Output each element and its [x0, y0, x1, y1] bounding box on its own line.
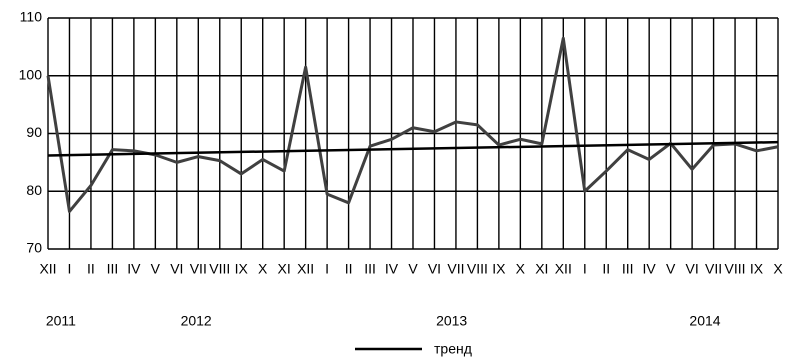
- x-tick-label: I: [68, 261, 72, 277]
- year-label: 2014: [689, 313, 720, 329]
- x-tick-label: X: [516, 261, 526, 277]
- x-tick-label: XI: [535, 261, 548, 277]
- x-tick-label: I: [325, 261, 329, 277]
- y-tick-label: 90: [26, 124, 42, 140]
- x-tick-label: V: [151, 261, 161, 277]
- x-tick-label: I: [583, 261, 587, 277]
- y-tick-label: 70: [26, 240, 42, 256]
- x-tick-label: IV: [385, 261, 399, 277]
- x-tick-label: V: [666, 261, 676, 277]
- x-tick-label: VIII: [209, 261, 230, 277]
- x-tick-label: X: [773, 261, 783, 277]
- legend-label: тренд: [434, 341, 472, 357]
- x-tick-label: IX: [492, 261, 506, 277]
- y-tick-label: 110: [20, 9, 43, 25]
- x-tick-label: III: [364, 261, 376, 277]
- x-tick-label: VIII: [725, 261, 746, 277]
- x-tick-label: II: [602, 261, 610, 277]
- x-tick-label: VIII: [467, 261, 488, 277]
- x-tick-label: VI: [686, 261, 699, 277]
- x-tick-label: II: [345, 261, 353, 277]
- x-tick-label: IV: [643, 261, 657, 277]
- year-label: 2012: [181, 313, 212, 329]
- x-tick-label: VII: [705, 261, 722, 277]
- x-tick-label: XII: [297, 261, 314, 277]
- x-tick-label: X: [258, 261, 268, 277]
- year-label: 2013: [436, 313, 467, 329]
- x-tick-label: III: [107, 261, 119, 277]
- year-label: 2011: [46, 313, 76, 329]
- x-tick-label: IX: [750, 261, 764, 277]
- x-tick-label: VI: [170, 261, 183, 277]
- x-tick-label: V: [408, 261, 418, 277]
- x-tick-label: IX: [235, 261, 249, 277]
- series-line: [46, 36, 779, 213]
- trend-line: [47, 140, 779, 157]
- x-tick-label: II: [87, 261, 95, 277]
- y-tick-label: 100: [19, 66, 43, 82]
- y-tick-label: 80: [26, 182, 42, 198]
- x-tick-label: VII: [190, 261, 207, 277]
- x-tick-label: III: [622, 261, 634, 277]
- x-tick-label: IV: [127, 261, 141, 277]
- x-tick-label: XII: [39, 261, 56, 277]
- x-tick-label: XII: [555, 261, 572, 277]
- x-tick-label: VI: [428, 261, 441, 277]
- x-tick-label: XI: [278, 261, 291, 277]
- x-tick-label: VII: [447, 261, 464, 277]
